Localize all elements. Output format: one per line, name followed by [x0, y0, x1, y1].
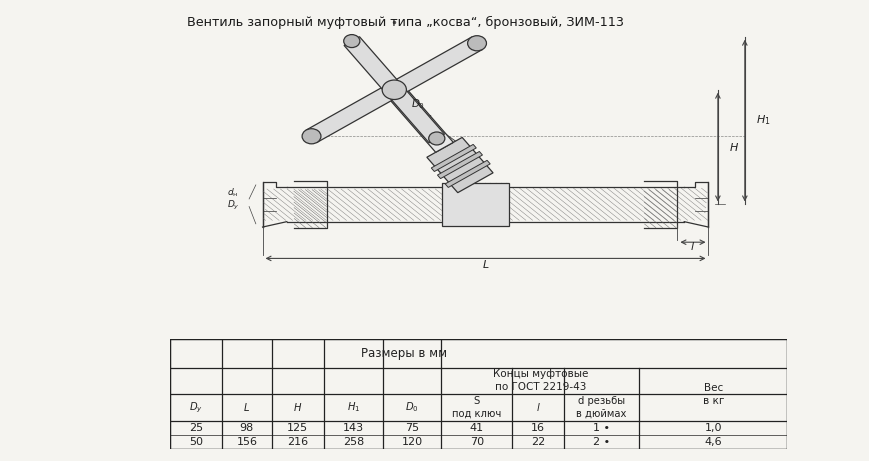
Text: 98: 98	[240, 423, 254, 433]
Text: 1 •: 1 •	[593, 423, 609, 433]
Text: 1,0: 1,0	[704, 423, 721, 433]
Text: $H$: $H$	[728, 141, 738, 153]
Text: $D_y$: $D_y$	[189, 400, 202, 414]
Text: d резьбы
в дюймах: d резьбы в дюймах	[575, 396, 626, 419]
Text: $H_1$: $H_1$	[347, 401, 360, 414]
Text: 258: 258	[342, 437, 363, 447]
Text: $H_1$: $H_1$	[755, 114, 769, 128]
Circle shape	[343, 35, 360, 47]
Circle shape	[302, 129, 321, 144]
Text: $D_y$: $D_y$	[226, 199, 239, 212]
Text: $D_0$: $D_0$	[410, 97, 425, 111]
Circle shape	[381, 80, 406, 100]
Text: $H$: $H$	[293, 402, 302, 414]
Polygon shape	[306, 37, 482, 142]
Text: 75: 75	[405, 423, 419, 433]
Polygon shape	[445, 160, 489, 188]
Polygon shape	[427, 137, 493, 193]
Polygon shape	[385, 85, 453, 152]
Text: 41: 41	[469, 423, 483, 433]
Text: 22: 22	[530, 437, 545, 447]
Text: $D_0$: $D_0$	[405, 401, 419, 414]
Text: $d_\mathrm{н}$: $d_\mathrm{н}$	[227, 187, 238, 199]
Text: 143: 143	[342, 423, 363, 433]
Text: $L$: $L$	[243, 402, 250, 414]
Polygon shape	[343, 37, 444, 143]
Polygon shape	[431, 144, 475, 171]
Text: 16: 16	[530, 423, 545, 433]
Text: Концы муфтовые
по ГОСТ 2219-43: Концы муфтовые по ГОСТ 2219-43	[492, 369, 587, 392]
Bar	[441, 183, 508, 226]
Text: $l$: $l$	[535, 402, 540, 414]
Circle shape	[467, 35, 486, 51]
Text: 216: 216	[287, 437, 308, 447]
Text: $l$: $l$	[690, 240, 694, 252]
Text: 156: 156	[236, 437, 257, 447]
Text: 120: 120	[401, 437, 422, 447]
Circle shape	[428, 132, 444, 145]
Text: Размеры в мм: Размеры в мм	[361, 347, 447, 360]
Text: 125: 125	[287, 423, 308, 433]
Polygon shape	[437, 152, 482, 178]
Text: 4,6: 4,6	[704, 437, 721, 447]
Text: $L$: $L$	[481, 258, 488, 270]
Text: $S$: $S$	[424, 113, 432, 125]
Text: 50: 50	[189, 437, 202, 447]
Text: S
под ключ: S под ключ	[452, 396, 501, 419]
Text: Вес
в кг: Вес в кг	[702, 383, 723, 406]
Text: 70: 70	[469, 437, 483, 447]
Text: 2 •: 2 •	[592, 437, 609, 447]
Text: 25: 25	[189, 423, 202, 433]
Text: Вентиль запорный муфтовый типа „косва“, бронзовый, ЗИМ-113: Вентиль запорный муфтовый типа „косва“, …	[187, 16, 623, 29]
